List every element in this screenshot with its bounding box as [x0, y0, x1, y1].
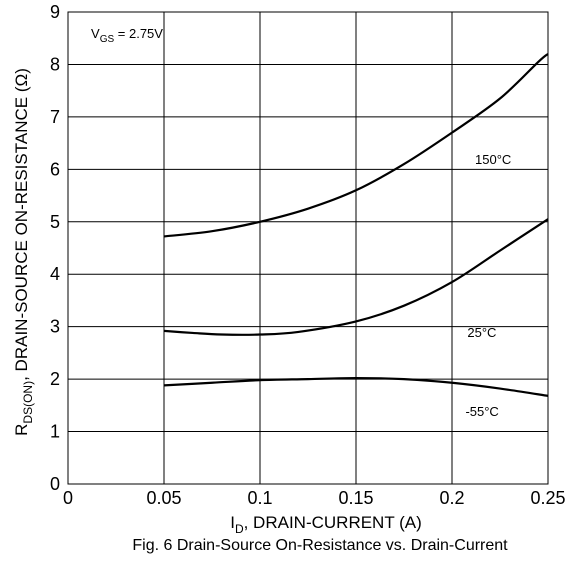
x-axis-label-main: I — [230, 513, 235, 532]
series-line — [163, 218, 549, 336]
y-tick-label: 3 — [50, 317, 60, 337]
plot-frame — [67, 11, 549, 485]
x-tick-label: 0.25 — [530, 488, 565, 508]
vgs-rest: = 2.75V — [114, 26, 163, 41]
series-label: 150°C — [475, 152, 511, 167]
series-label: 25°C — [467, 325, 496, 340]
vgs-condition: VGS = 2.75V — [91, 26, 163, 45]
y-tick-label: 0 — [50, 474, 60, 494]
x-tick-label: 0.15 — [338, 488, 373, 508]
series-line — [163, 53, 549, 238]
x-tick-label: 0.05 — [146, 488, 181, 508]
y-tick-label: 4 — [50, 264, 60, 284]
x-axis-label-sub: D — [235, 522, 244, 536]
series-label: -55°C — [465, 404, 498, 419]
y-tick-label: 7 — [50, 107, 60, 127]
y-tick-label: 9 — [50, 2, 60, 22]
series-labels: 150°C 25°C -55°C — [465, 152, 511, 419]
vgs-main: V — [91, 26, 100, 41]
series-lines — [163, 53, 549, 397]
y-axis-label: RDS(ON), DRAIN-SOURCE ON-RESISTANCE (Ω) — [12, 68, 35, 436]
y-axis-label-sub: DS(ON) — [21, 381, 35, 424]
y-axis-label-rest: , DRAIN-SOURCE ON-RESISTANCE (Ω) — [12, 68, 31, 381]
y-tick-label: 1 — [50, 422, 60, 442]
tick-labels: 0 0.05 0.1 0.15 0.2 0.25 0 1 2 3 4 5 6 7 8 9 — [50, 2, 566, 508]
series-line — [163, 376, 549, 397]
y-axis-label-main: R — [12, 424, 31, 436]
figure-caption: Fig. 6 Drain-Source On-Resistance vs. Dr… — [132, 537, 508, 554]
vgs-sub: GS — [100, 34, 115, 45]
x-tick-label: 0.2 — [439, 488, 464, 508]
y-tick-label: 5 — [50, 212, 60, 232]
y-tick-label: 6 — [50, 159, 60, 179]
x-tick-label: 0 — [63, 488, 73, 508]
x-tick-label: 0.1 — [247, 488, 272, 508]
y-tick-label: 2 — [50, 369, 60, 389]
y-tick-label: 8 — [50, 54, 60, 74]
x-axis-label-rest: , DRAIN-CURRENT (A) — [244, 513, 422, 532]
x-axis-label: ID, DRAIN-CURRENT (A) — [230, 513, 422, 536]
